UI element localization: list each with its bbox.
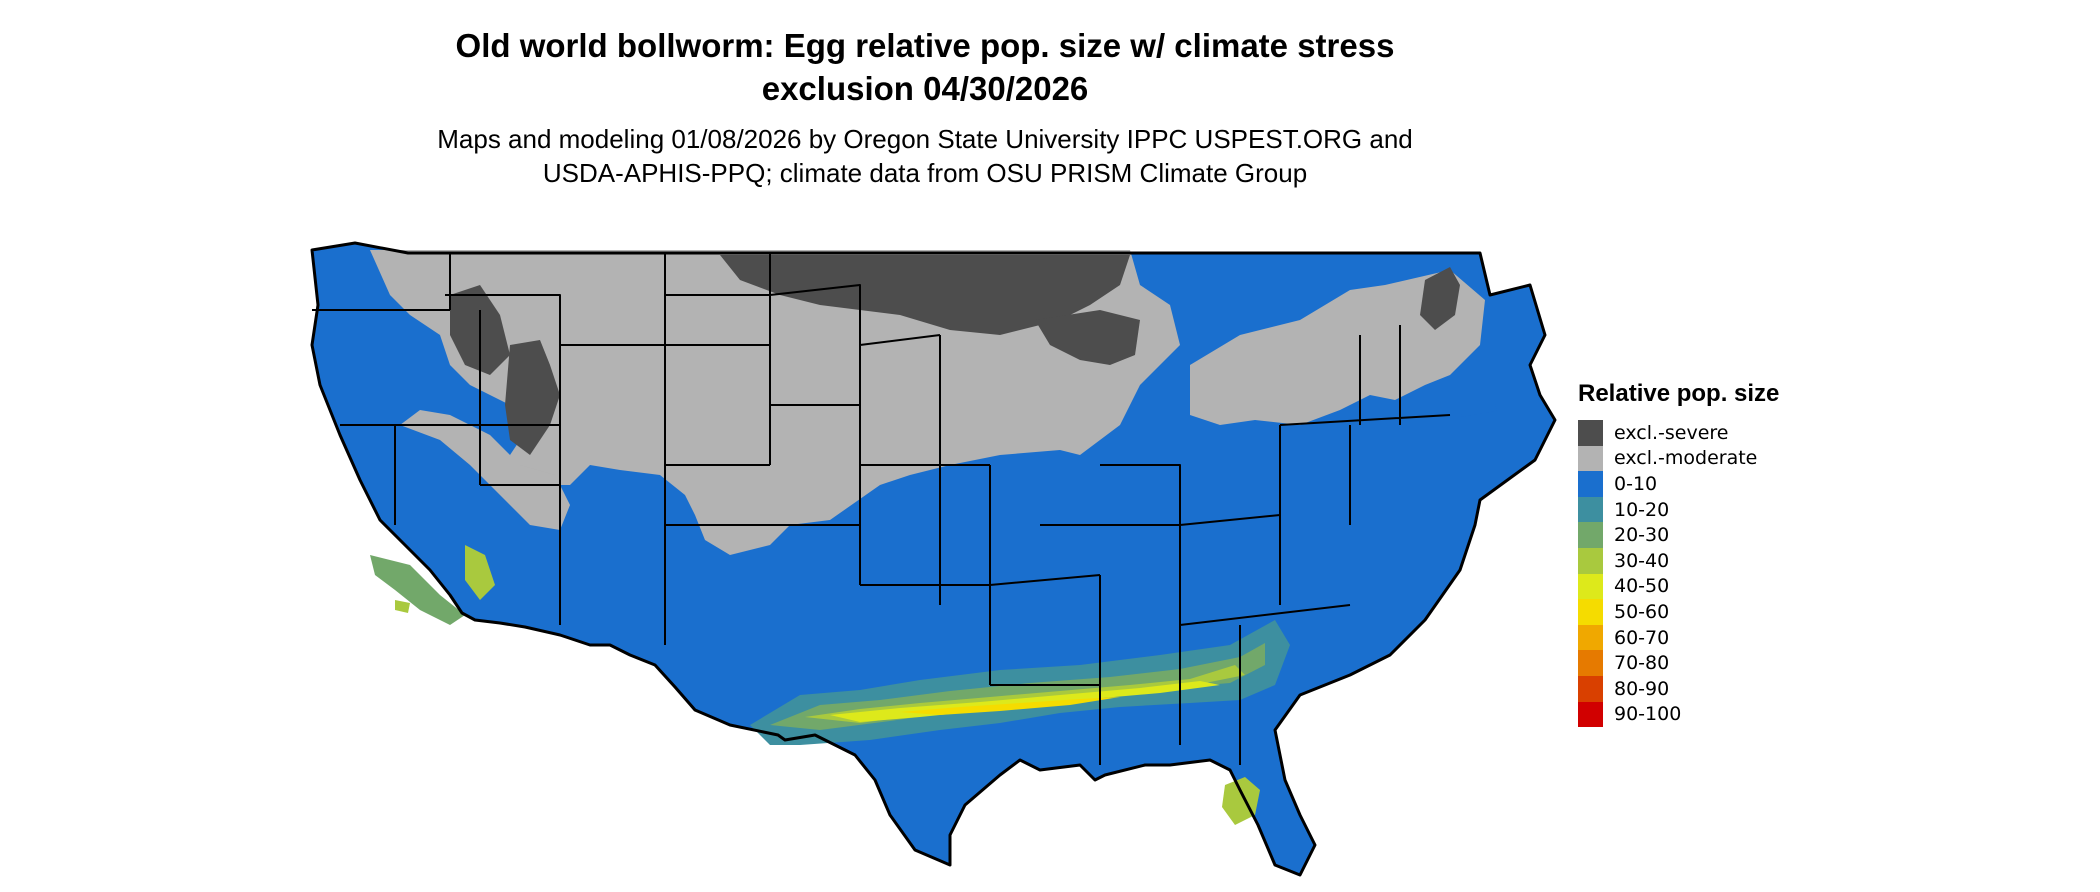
zone-southwest-warm: [370, 555, 465, 625]
zone-severe-colorado: [505, 340, 560, 455]
title-line-1: Old world bollworm: Egg relative pop. si…: [455, 27, 1395, 64]
legend-swatch: [1578, 701, 1603, 728]
zone-moderate-southwest: [400, 410, 570, 530]
coastal-islands: [395, 403, 1497, 613]
legend-swatch: [1578, 624, 1603, 651]
legend-swatch: [1578, 471, 1603, 497]
island-long: [1460, 403, 1497, 417]
legend-swatch: [1578, 547, 1603, 574]
legend-item: excl.-moderate: [1578, 445, 1779, 472]
legend-title: Relative pop. size: [1578, 380, 1780, 407]
legend-label: 20-30: [1614, 524, 1670, 547]
legend-item: 20-30: [1578, 522, 1779, 548]
legend-label: 80-90: [1614, 677, 1670, 700]
zone-severe-northern-plains: [720, 255, 1130, 335]
legend-item: 60-70: [1578, 624, 1779, 651]
map-zones: [312, 243, 1555, 875]
us-map: [310, 241, 1557, 877]
legend-label: excl.-severe: [1614, 421, 1729, 444]
legend-item: 90-100: [1578, 701, 1779, 728]
legend-item: 30-40: [1578, 547, 1779, 574]
legend-swatch: [1578, 420, 1603, 446]
legend-swatch: [1578, 650, 1603, 676]
legend-item: 80-90: [1578, 675, 1779, 702]
legend-label: 60-70: [1614, 626, 1670, 649]
legend-label: 10-20: [1614, 498, 1670, 521]
legend: Relative pop. size excl.-severe excl.-mod…: [1578, 380, 1780, 728]
island-channel: [395, 600, 410, 613]
zone-severe-maine: [1420, 267, 1460, 330]
legend-label: 0-10: [1614, 472, 1658, 495]
legend-item: 70-80: [1578, 650, 1779, 676]
zone-severe-great-lakes: [1035, 310, 1140, 365]
legend-swatch: [1578, 599, 1603, 625]
legend-label: 50-60: [1614, 600, 1670, 623]
legend-label: 90-100: [1614, 703, 1682, 726]
legend-item: 0-10: [1578, 471, 1779, 497]
legend-swatch: [1578, 445, 1603, 472]
legend-item: 40-50: [1578, 573, 1779, 600]
legend-items: excl.-severe excl.-moderate 0-10 10-20 20-30…: [1578, 420, 1779, 728]
internal-borders: [312, 253, 1451, 765]
legend-label: 70-80: [1614, 652, 1670, 675]
legend-label: excl.-moderate: [1614, 447, 1758, 470]
legend-item: 10-20: [1578, 496, 1779, 523]
legend-item: 50-60: [1578, 599, 1779, 625]
legend-swatch: [1578, 573, 1603, 600]
zone-arizona-warm: [465, 545, 495, 600]
subtitle-line-2: USDA-APHIS-PPQ; climate data from OSU PR…: [542, 158, 1308, 188]
legend-swatch: [1578, 675, 1603, 702]
legend-swatch: [1578, 496, 1603, 523]
zone-moderate-northeast: [1190, 270, 1485, 425]
title-line-2: exclusion 04/30/2026: [761, 70, 1089, 107]
legend-label: 30-40: [1614, 549, 1670, 572]
legend-item: excl.-severe: [1578, 420, 1779, 446]
state-borders: [310, 241, 1557, 877]
map-title: Old world bollworm: Egg relative pop. si…: [300, 24, 1550, 110]
subtitle-line-1: Maps and modeling 01/08/2026 by Oregon S…: [437, 124, 1413, 154]
legend-swatch: [1578, 522, 1603, 548]
map-subtitle: Maps and modeling 01/08/2026 by Oregon S…: [300, 122, 1550, 190]
legend-label: 40-50: [1614, 575, 1670, 598]
national-border: [310, 241, 1557, 877]
zone-50-60: [900, 697, 1120, 715]
